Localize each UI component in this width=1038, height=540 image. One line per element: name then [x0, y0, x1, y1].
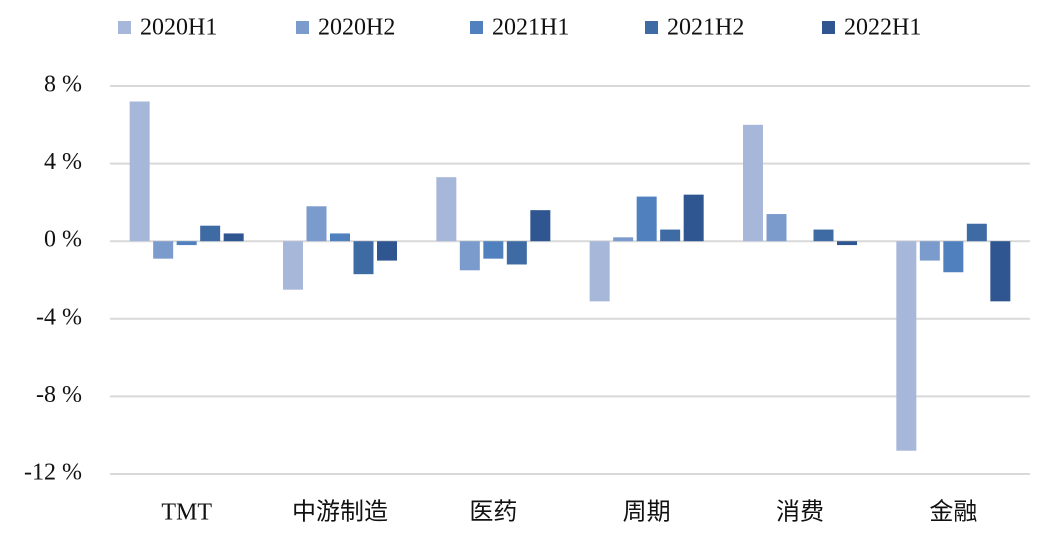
bar: [990, 241, 1011, 302]
legend-swatch: [296, 21, 309, 34]
bar: [636, 196, 657, 242]
y-tick-label: -8 %: [36, 382, 82, 408]
bar: [483, 241, 504, 259]
bar: [919, 241, 940, 261]
bar: [896, 241, 917, 451]
legend-label: 2020H1: [140, 15, 217, 41]
bar: [530, 210, 551, 242]
bar: [743, 124, 763, 242]
bar: [506, 241, 527, 265]
bar: [223, 233, 244, 242]
bar: [766, 214, 787, 242]
legend-label: 2021H1: [492, 15, 569, 41]
bar: [377, 241, 397, 261]
x-tick-label: TMT: [161, 500, 212, 526]
bar: [966, 223, 987, 242]
x-tick-label: 中游制造: [292, 499, 388, 526]
legend-swatch: [645, 21, 658, 34]
bar: [330, 233, 350, 242]
y-tick-label: -12 %: [24, 460, 82, 486]
bar: [153, 241, 174, 259]
y-tick-label: 8 %: [44, 72, 82, 98]
y-tick-label: -4 %: [36, 304, 82, 330]
bar: [660, 229, 681, 242]
legend-label: 2020H2: [318, 15, 395, 41]
y-tick-label: 0 %: [44, 227, 82, 253]
legend-label: 2022H1: [844, 15, 921, 41]
bar: [436, 177, 457, 242]
bar: [589, 241, 610, 302]
x-tick-label: 金融: [929, 499, 977, 526]
bar: [306, 206, 327, 242]
bar: [283, 241, 303, 290]
bar: [129, 101, 150, 242]
y-tick-label: 4 %: [44, 149, 82, 175]
legend-swatch: [118, 21, 131, 34]
bar: [943, 241, 964, 273]
bar: [200, 225, 221, 242]
bar: [353, 241, 374, 275]
bar: [683, 194, 704, 242]
x-tick-label: 消费: [776, 499, 824, 526]
bar: [813, 229, 834, 242]
bar: [613, 237, 634, 242]
legend-swatch: [822, 21, 835, 34]
bar: [459, 241, 480, 271]
x-tick-label: 周期: [623, 500, 671, 526]
bar: [176, 241, 197, 246]
bar: [837, 241, 857, 246]
x-tick-label: 医药: [469, 499, 517, 526]
legend-label: 2021H2: [667, 15, 744, 41]
legend-swatch: [470, 21, 483, 34]
